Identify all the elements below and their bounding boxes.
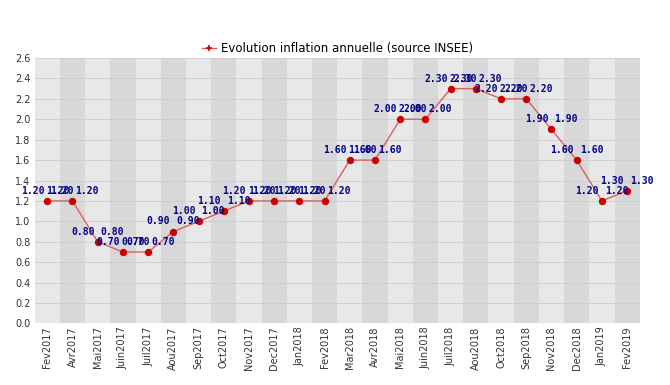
- Bar: [85, 58, 111, 323]
- Bar: [60, 58, 85, 323]
- Bar: [211, 58, 237, 323]
- Text: 1.20: 1.20: [222, 186, 246, 196]
- Text: 1.20: 1.20: [76, 186, 99, 196]
- Text: 1.20: 1.20: [21, 186, 44, 196]
- Text: 1.60: 1.60: [348, 145, 372, 155]
- Text: 1.20: 1.20: [277, 186, 301, 196]
- Bar: [362, 58, 388, 323]
- Legend: Evolution inflation annuelle (source INSEE): Evolution inflation annuelle (source INS…: [197, 37, 478, 60]
- Bar: [135, 58, 161, 323]
- Text: 0.80: 0.80: [100, 227, 124, 237]
- Text: 0.90: 0.90: [176, 216, 200, 226]
- Bar: [413, 58, 438, 323]
- Bar: [438, 58, 463, 323]
- Text: 0.70: 0.70: [126, 237, 149, 247]
- Bar: [111, 58, 135, 323]
- Text: 2.00: 2.00: [399, 104, 422, 114]
- Bar: [514, 58, 539, 323]
- Text: 1.10: 1.10: [226, 196, 251, 206]
- Text: 1.60: 1.60: [353, 145, 377, 155]
- Bar: [35, 58, 60, 323]
- Text: 2.20: 2.20: [474, 84, 498, 94]
- Text: 1.60: 1.60: [378, 145, 401, 155]
- Bar: [237, 58, 261, 323]
- Bar: [261, 58, 287, 323]
- Text: 2.30: 2.30: [424, 74, 448, 84]
- Text: 1.20: 1.20: [298, 186, 322, 196]
- Text: 1.30: 1.30: [630, 176, 654, 186]
- Text: 2.30: 2.30: [479, 74, 502, 84]
- Bar: [287, 58, 312, 323]
- Text: 1.10: 1.10: [197, 196, 220, 206]
- Bar: [488, 58, 514, 323]
- Text: 0.80: 0.80: [71, 227, 94, 237]
- Text: 0.70: 0.70: [121, 237, 145, 247]
- Text: 1.20: 1.20: [302, 186, 326, 196]
- Text: 0.70: 0.70: [151, 237, 175, 247]
- Text: 2.20: 2.20: [504, 84, 527, 94]
- Text: 0.70: 0.70: [96, 237, 120, 247]
- Bar: [614, 58, 640, 323]
- Text: 1.60: 1.60: [580, 145, 603, 155]
- Bar: [337, 58, 362, 323]
- Text: 2.00: 2.00: [403, 104, 427, 114]
- Bar: [590, 58, 614, 323]
- Text: 1.20: 1.20: [605, 186, 628, 196]
- Bar: [186, 58, 211, 323]
- Bar: [564, 58, 590, 323]
- Text: 1.20: 1.20: [273, 186, 296, 196]
- Text: 1.20: 1.20: [46, 186, 70, 196]
- Text: 0.90: 0.90: [147, 216, 170, 226]
- Text: 1.30: 1.30: [600, 176, 624, 186]
- Text: 1.00: 1.00: [172, 206, 196, 216]
- Bar: [463, 58, 488, 323]
- Text: 1.60: 1.60: [550, 145, 574, 155]
- Text: 1.90: 1.90: [525, 114, 549, 124]
- Text: 1.20: 1.20: [50, 186, 74, 196]
- Bar: [539, 58, 564, 323]
- Text: 2.00: 2.00: [374, 104, 397, 114]
- Text: 2.20: 2.20: [500, 84, 523, 94]
- Text: 2.00: 2.00: [428, 104, 452, 114]
- Bar: [312, 58, 337, 323]
- Text: 1.20: 1.20: [252, 186, 275, 196]
- Text: 1.60: 1.60: [323, 145, 347, 155]
- Text: 1.00: 1.00: [202, 206, 225, 216]
- Text: 1.20: 1.20: [248, 186, 271, 196]
- Text: 1.90: 1.90: [555, 114, 578, 124]
- Text: 2.30: 2.30: [454, 74, 477, 84]
- Bar: [161, 58, 186, 323]
- Text: 1.20: 1.20: [576, 186, 599, 196]
- Text: 1.20: 1.20: [328, 186, 351, 196]
- Text: 2.20: 2.20: [529, 84, 553, 94]
- Bar: [388, 58, 413, 323]
- Text: 2.30: 2.30: [450, 74, 473, 84]
